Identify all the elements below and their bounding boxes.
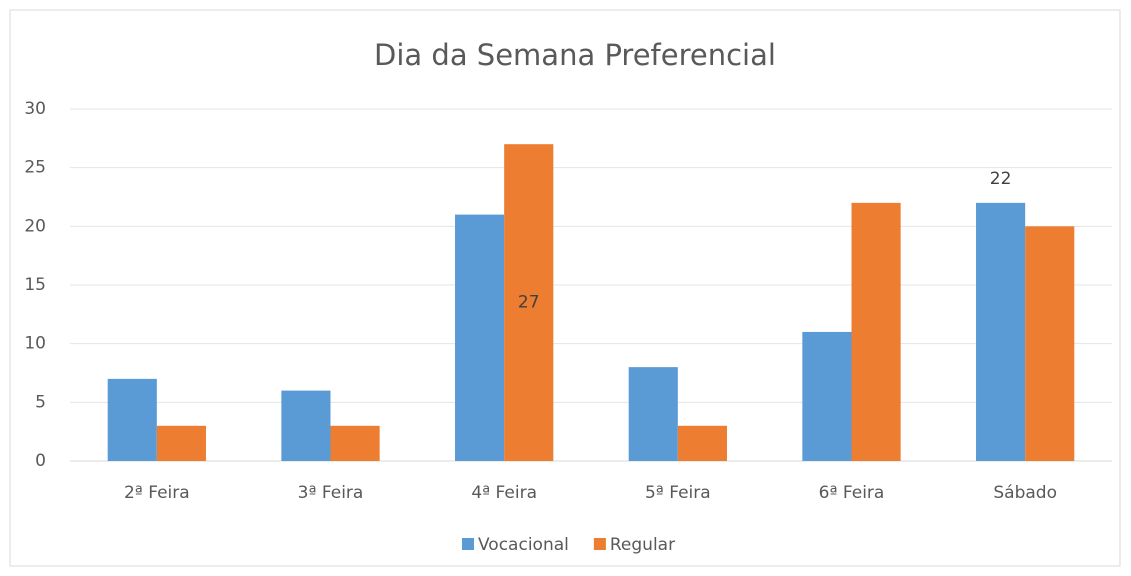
y-tick-label: 10 xyxy=(24,334,46,354)
y-tick-label: 30 xyxy=(24,99,46,119)
chart-title: Dia da Semana Preferencial xyxy=(374,38,776,72)
x-tick-label: 3ª Feira xyxy=(298,483,364,503)
legend-swatch xyxy=(462,538,474,550)
bar xyxy=(330,425,380,461)
x-tick-label: 2ª Feira xyxy=(124,483,190,503)
bar xyxy=(455,214,505,461)
legend-label: Vocacional xyxy=(478,535,569,555)
y-tick-label: 25 xyxy=(24,158,46,178)
bar xyxy=(976,202,1026,461)
y-tick-label: 20 xyxy=(24,216,46,236)
bar xyxy=(628,367,678,461)
bar xyxy=(281,390,331,461)
y-tick-label: 0 xyxy=(35,451,46,471)
legend-label: Regular xyxy=(610,535,675,555)
bar xyxy=(1025,226,1075,461)
bar xyxy=(156,425,206,461)
bar xyxy=(851,202,901,461)
data-label: 22 xyxy=(990,169,1012,189)
legend-swatch xyxy=(593,538,606,550)
chart-border xyxy=(9,9,1121,567)
data-label: 27 xyxy=(518,293,540,313)
bar xyxy=(107,378,157,461)
x-tick-label: Sábado xyxy=(993,483,1057,503)
y-tick-label: 5 xyxy=(35,392,46,412)
bar xyxy=(677,425,727,461)
y-tick-label: 15 xyxy=(24,275,46,295)
x-tick-label: 4ª Feira xyxy=(471,483,537,503)
x-tick-label: 5ª Feira xyxy=(645,483,711,503)
bar xyxy=(802,331,852,461)
bar xyxy=(504,144,554,461)
x-tick-label: 6ª Feira xyxy=(819,483,885,503)
